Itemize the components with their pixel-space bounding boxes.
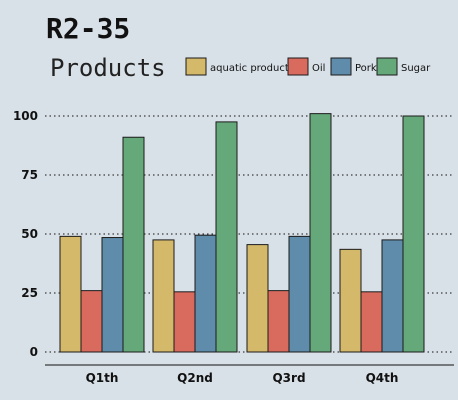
bar [288, 235, 311, 353]
y-axis-ticks: 0 25 50 75 100 [13, 109, 38, 359]
chart-subtitle: Products [50, 54, 166, 82]
bar [194, 234, 217, 353]
bar [267, 290, 290, 353]
y-tick-label: 75 [21, 168, 38, 182]
bar [59, 235, 82, 353]
bars [59, 113, 425, 353]
bar [122, 136, 145, 353]
bar [360, 291, 383, 353]
x-axis-ticks: Q1th Q2nd Q3rd Q4th [86, 371, 399, 385]
legend: aquatic product Oil Pork Sugar [185, 57, 431, 76]
y-tick-label: 100 [13, 109, 38, 123]
bar [152, 239, 175, 353]
legend-label: aquatic product [210, 63, 289, 74]
bar [173, 291, 196, 353]
bar [339, 248, 362, 353]
x-tick-label: Q1th [86, 371, 119, 385]
bar [309, 113, 332, 353]
x-tick-label: Q4th [366, 371, 399, 385]
bar [80, 290, 103, 353]
x-tick-label: Q3rd [272, 371, 305, 385]
y-tick-label: 0 [30, 345, 38, 359]
bar [246, 244, 269, 353]
y-tick-label: 25 [21, 286, 38, 300]
legend-label: Sugar [401, 63, 431, 74]
bar [402, 115, 425, 353]
chart-title: R2-35 [46, 12, 130, 45]
y-tick-label: 50 [21, 227, 38, 241]
legend-label: Oil [312, 63, 325, 74]
bar [101, 237, 124, 353]
legend-swatch [185, 57, 207, 76]
bar [381, 239, 404, 353]
legend-swatch [376, 57, 398, 76]
x-tick-label: Q2nd [177, 371, 213, 385]
legend-swatch [330, 57, 352, 76]
legend-label: Pork [355, 63, 377, 74]
legend-swatch [287, 57, 309, 76]
bar [215, 121, 238, 353]
